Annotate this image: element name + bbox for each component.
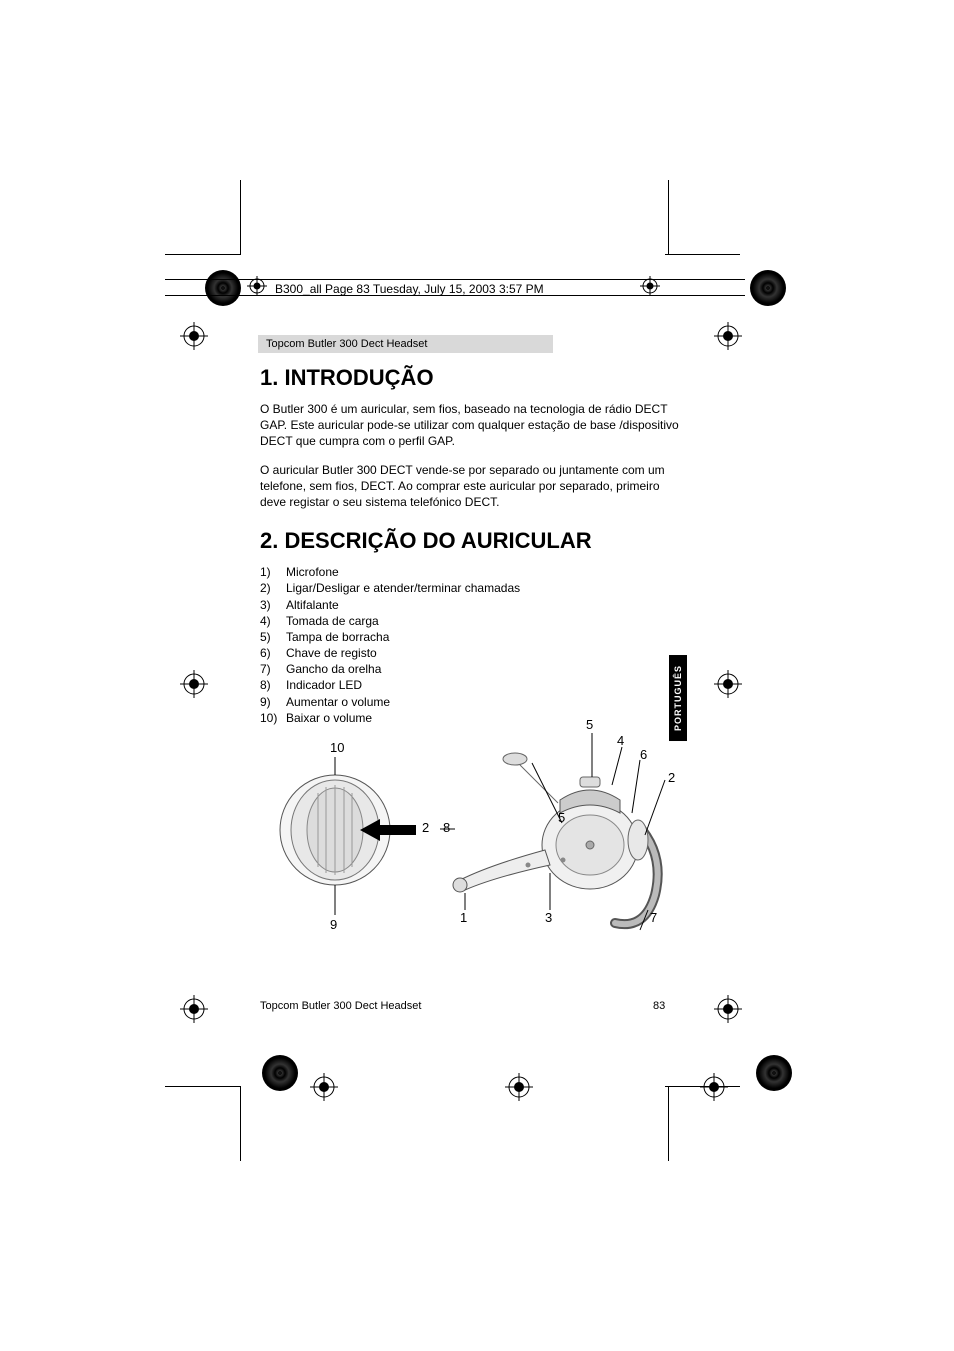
list-item: 2)Ligar/Desligar e atender/terminar cham…: [260, 580, 680, 596]
page-meta-text: B300_all Page 83 Tuesday, July 15, 2003 …: [275, 282, 544, 296]
callout-2a: 2: [422, 820, 429, 835]
section1-title: 1. INTRODUÇÃO: [260, 365, 680, 391]
callout-7: 7: [650, 910, 657, 925]
product-header-text: Topcom Butler 300 Dect Headset: [266, 338, 427, 350]
callout-4: 4: [617, 733, 624, 748]
page-number: 83: [653, 1000, 665, 1012]
headset-illustration: [260, 685, 680, 975]
list-item: 4)Tomada de carga: [260, 613, 680, 629]
list-item: 5)Tampa de borracha: [260, 629, 680, 645]
crop-line: [668, 180, 669, 255]
callout-1: 1: [460, 910, 467, 925]
crop-line: [240, 180, 241, 255]
crop-line: [240, 1086, 241, 1161]
callout-5b: 5: [558, 810, 565, 825]
list-item: 6)Chave de registo: [260, 645, 680, 661]
page-content-area: B300_all Page 83 Tuesday, July 15, 2003 …: [165, 255, 745, 1085]
section1-para2: O auricular Butler 300 DECT vende-se por…: [260, 462, 680, 511]
section2-title: 2. DESCRIÇÃO DO AURICULAR: [260, 528, 680, 554]
callout-3: 3: [545, 910, 552, 925]
callout-5a: 5: [586, 717, 593, 732]
list-item: 1)Microfone: [260, 564, 680, 580]
callout-2b: 2: [668, 770, 675, 785]
product-header-bar: Topcom Butler 300 Dect Headset: [258, 335, 553, 353]
callout-8: 8: [443, 820, 450, 835]
list-item: 3)Altifalante: [260, 597, 680, 613]
headset-diagram: 10 9 2 8 5 4 6 2 5 1 3 7: [260, 685, 680, 975]
footer-product: Topcom Butler 300 Dect Headset: [260, 1000, 421, 1012]
list-item: 7)Gancho da orelha: [260, 661, 680, 677]
color-density-icon: [750, 270, 786, 306]
color-density-icon: [756, 1055, 792, 1091]
top-rule: [165, 279, 745, 280]
callout-9: 9: [330, 917, 337, 932]
crop-line: [668, 1086, 669, 1161]
callout-10: 10: [330, 740, 344, 755]
callout-6: 6: [640, 747, 647, 762]
main-content: 1. INTRODUÇÃO O Butler 300 é um auricula…: [260, 365, 680, 726]
crop-line: [165, 1086, 240, 1087]
section1-para1: O Butler 300 é um auricular, sem fios, b…: [260, 401, 680, 450]
